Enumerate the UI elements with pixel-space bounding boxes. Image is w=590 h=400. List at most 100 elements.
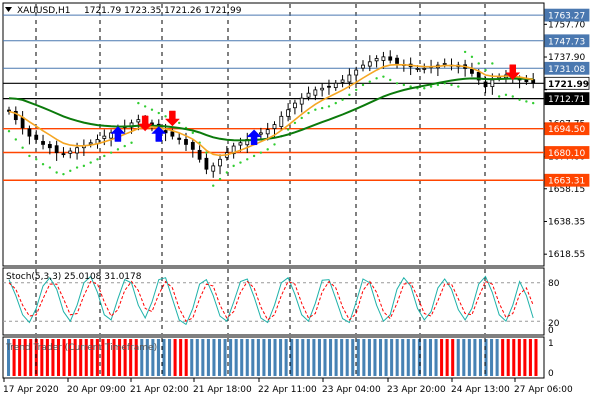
price-tick-label: 1737.90	[548, 53, 585, 63]
price-label-box	[544, 8, 590, 22]
bearish-candle	[476, 71, 481, 81]
bearish-candle	[395, 57, 399, 64]
trend-bar-bullish	[156, 339, 160, 376]
bullish-candle	[306, 92, 311, 98]
trend-bar-bearish	[506, 339, 510, 376]
sell-arrow	[164, 110, 180, 127]
trend-bar-bullish	[384, 339, 388, 376]
price-label-box	[544, 146, 590, 159]
time-label: 21 Apr 18:00	[193, 385, 252, 395]
buy-arrow	[246, 129, 262, 146]
psar-dot	[273, 143, 276, 146]
trend-bar-bullish	[251, 339, 255, 376]
psar-dot	[511, 95, 514, 98]
psar-dot	[191, 131, 195, 135]
trend-bar-bullish	[478, 339, 482, 376]
psar-dot	[470, 55, 474, 59]
trend-bar-bullish	[362, 339, 366, 376]
psar-dot	[286, 128, 290, 131]
fast-moving-average	[8, 63, 534, 157]
stochastic-tick-label: 0	[548, 326, 554, 336]
time-label: 23 Apr 20:00	[387, 385, 446, 395]
psar-dot	[41, 163, 45, 166]
psar-dot	[402, 83, 406, 87]
trend-bar-bullish	[234, 339, 238, 376]
price-tick-label: 1658.15	[548, 185, 585, 195]
psar-dot	[7, 129, 11, 133]
trend-bar-bearish	[84, 339, 88, 376]
trend-bar-bearish	[512, 339, 516, 376]
bearish-candle	[27, 128, 32, 137]
psar-dot	[395, 82, 399, 85]
psar-dot	[116, 148, 120, 151]
psar-dot	[484, 68, 487, 72]
trend-bar-bullish	[245, 339, 249, 376]
psar-dot	[368, 80, 372, 83]
bullish-candle	[354, 69, 359, 76]
price-tick-label: 1638.35	[548, 217, 585, 227]
bullish-candle	[211, 165, 216, 172]
trend-bar-bullish	[462, 339, 466, 376]
trend-bar-bearish	[106, 339, 110, 376]
trend-bar-bearish	[534, 339, 538, 376]
parabolic-sar-dots	[7, 50, 535, 187]
time-label: 17 Apr 2020	[3, 385, 59, 395]
symbol-label: XAUUSD,H1	[17, 6, 71, 16]
time-axis: 17 Apr 2020 20 Apr 09:00 21 Apr 02:00 21 Ap…	[3, 378, 573, 395]
psar-dot	[525, 100, 528, 103]
psar-dot	[293, 121, 297, 125]
psar-dot	[137, 101, 140, 105]
price-label-box	[544, 173, 590, 187]
trend-bar-bullish	[256, 339, 260, 376]
trend-bar-bearish	[51, 339, 55, 376]
trend-bar-bullish	[223, 339, 227, 376]
bullish-candle	[374, 58, 379, 62]
bullish-candle	[320, 87, 325, 91]
psar-dot	[409, 85, 412, 88]
psar-dot	[150, 108, 154, 111]
fast-ma-line	[8, 63, 534, 157]
bearish-candle	[13, 110, 18, 121]
trend-bar-bearish	[112, 339, 116, 376]
trend-bar-bullish	[490, 339, 494, 376]
psar-dot	[436, 83, 440, 87]
bearish-candle	[470, 69, 474, 74]
stochastic-title: Stoch(5,3,3) 25.0108 31.0178	[6, 272, 142, 282]
bearish-candle	[34, 134, 39, 140]
psar-dot	[382, 75, 385, 78]
trend-bar-bearish	[29, 339, 33, 376]
psar-dot	[239, 161, 242, 164]
bearish-candle	[524, 79, 529, 83]
trend-bar-bullish	[390, 339, 394, 376]
trend-bar-bearish	[23, 339, 27, 376]
psar-dot	[354, 88, 358, 92]
symbol-dropdown-icon[interactable]	[5, 7, 12, 12]
price-panel[interactable]: 1757.701737.901697.751677.601658.151638.…	[2, 2, 590, 267]
trend-bar-bearish	[118, 339, 122, 376]
trend-tick-label: 1	[548, 339, 554, 349]
psar-dot	[177, 121, 181, 125]
psar-dot	[314, 108, 317, 111]
trend-bar-bearish	[56, 339, 61, 376]
bullish-candle	[75, 147, 79, 154]
psar-dot	[266, 148, 269, 151]
bearish-candle	[7, 109, 11, 112]
bullish-candle	[347, 74, 352, 83]
psar-dot	[218, 177, 222, 181]
bearish-candle	[327, 85, 331, 88]
psar-dot	[327, 105, 331, 108]
trend-bar-bearish	[18, 339, 22, 376]
price-level-label: 1721.99	[548, 80, 589, 90]
bullish-candle	[136, 119, 141, 123]
stochastic-panel[interactable]: 80 200 Stoch(5,3,3) 25.0108 31.0178	[2, 267, 560, 336]
trend-bar-bullish	[378, 339, 383, 376]
psar-dot	[225, 171, 229, 174]
price-label-box	[544, 76, 590, 90]
trend-bar-bullish	[317, 339, 321, 376]
trend-bar-bearish	[523, 339, 527, 376]
psar-dot	[28, 154, 31, 158]
bullish-candle	[265, 129, 270, 135]
trend-trader-panel[interactable]: 10 Trend Trader (Current Timeframe)	[2, 336, 554, 379]
